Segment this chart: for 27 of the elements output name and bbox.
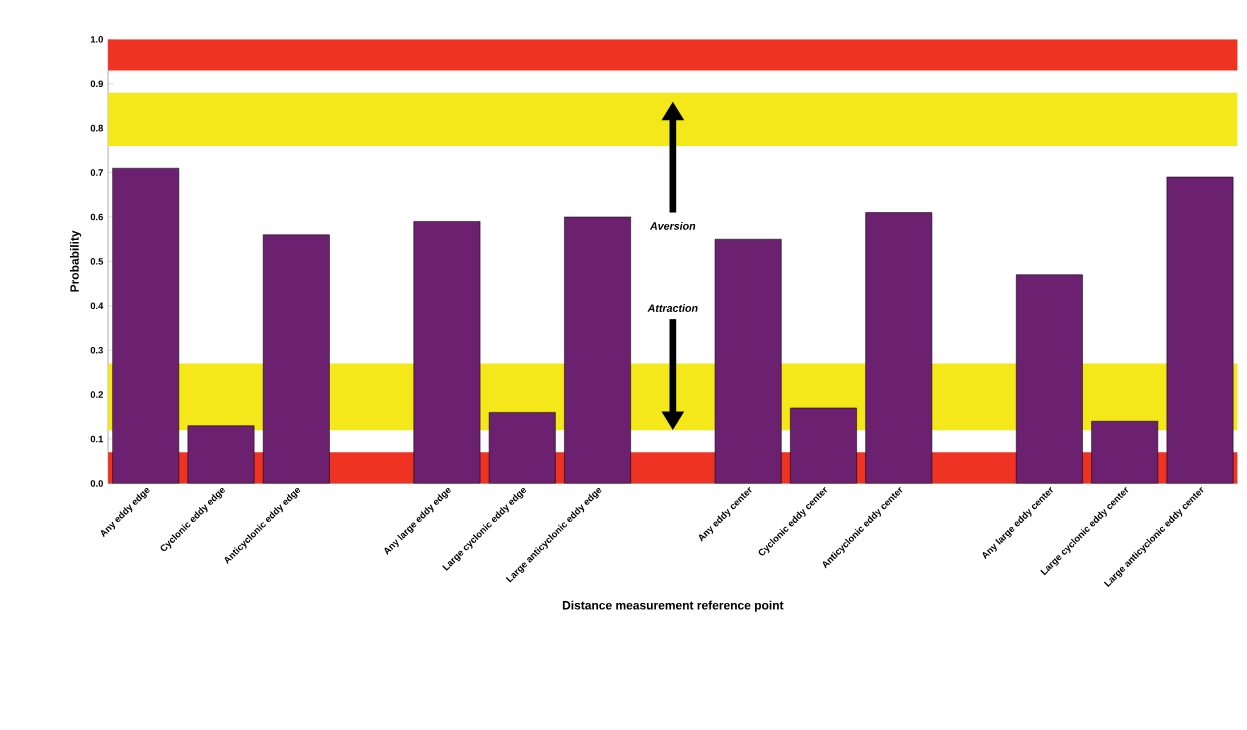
y-tick-label: 0.4 <box>90 302 104 310</box>
bar <box>564 216 631 484</box>
y-tick-label: 0.2 <box>90 391 103 399</box>
annotation: Attraction <box>647 304 698 313</box>
bar <box>187 425 255 484</box>
y-tick-label: 0.6 <box>90 213 103 221</box>
bar <box>112 168 180 484</box>
y-tick-label: 1.0 <box>90 36 103 43</box>
annotation: Aversion <box>649 222 696 231</box>
bar <box>413 221 481 484</box>
y-tick-label: 0.3 <box>90 347 103 354</box>
bar <box>714 239 782 484</box>
y-tick-label: 0.7 <box>90 169 103 177</box>
bar <box>488 412 556 484</box>
y-tick-label: 0.5 <box>90 258 104 265</box>
bar <box>790 407 857 484</box>
bar <box>865 212 933 484</box>
bar <box>1166 176 1234 484</box>
y-tick-label: 0.0 <box>90 480 103 487</box>
bar <box>262 234 330 484</box>
y-tick-label: 0.1 <box>90 435 104 443</box>
bar <box>1091 421 1159 484</box>
bar <box>1015 274 1083 484</box>
y-axis-title: Probability <box>70 230 82 292</box>
y-tick-label: 0.8 <box>90 125 104 132</box>
y-tick-label: 0.9 <box>90 80 103 88</box>
x-axis-title: Distance measurement reference point <box>562 600 784 613</box>
